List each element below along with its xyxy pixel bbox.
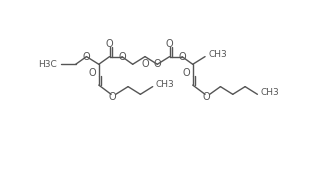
Text: CH3: CH3 [260,88,279,97]
Text: O: O [154,59,161,69]
Text: O: O [178,52,186,62]
Text: O: O [83,52,90,62]
Text: O: O [141,59,149,69]
Text: CH3: CH3 [208,50,227,59]
Text: O: O [89,68,96,78]
Text: O: O [109,92,116,102]
Text: O: O [118,52,126,62]
Text: O: O [183,68,191,78]
Text: H3C: H3C [38,60,57,69]
Text: O: O [106,39,113,49]
Text: O: O [166,39,174,49]
Text: O: O [203,92,211,102]
Text: CH3: CH3 [156,80,174,89]
